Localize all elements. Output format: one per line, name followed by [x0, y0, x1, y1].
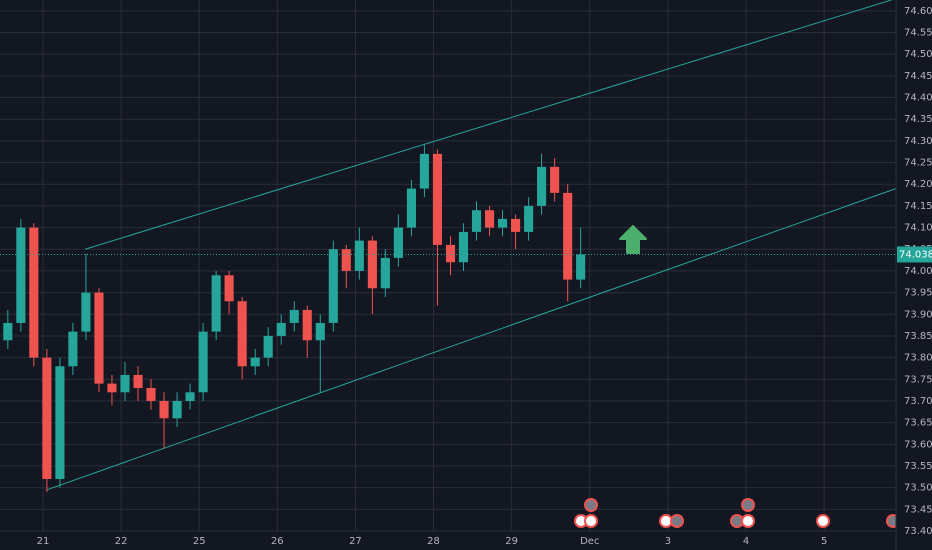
- y-tick-label: 73.800: [904, 353, 932, 364]
- y-tick-label: 73.600: [904, 439, 932, 450]
- candle-body: [55, 366, 65, 479]
- candle-body: [211, 275, 221, 332]
- plot-area: [0, 0, 897, 492]
- candle-body: [159, 400, 169, 419]
- candle-body: [445, 244, 456, 263]
- x-tick-label: 22: [115, 536, 128, 547]
- up-arrow-icon: [619, 225, 647, 254]
- x-tick-label: 3: [665, 536, 671, 547]
- price-axis: [896, 0, 932, 550]
- x-tick-label: 26: [271, 536, 284, 547]
- y-tick-label: 73.400: [904, 526, 932, 537]
- candle-body: [550, 166, 560, 193]
- last-price-box: [897, 246, 932, 263]
- candle-body: [107, 383, 117, 393]
- candle-body: [3, 322, 13, 341]
- candle-body: [198, 331, 208, 393]
- candle-body: [29, 227, 39, 358]
- y-tick-label: 74.100: [904, 223, 932, 234]
- candle-body: [133, 374, 143, 388]
- x-tick-label: 27: [349, 536, 362, 547]
- y-tick-label: 73.900: [904, 309, 932, 320]
- candle-body: [68, 331, 78, 367]
- candle-body: [471, 210, 482, 232]
- candle-body: [185, 392, 195, 401]
- y-tick-label: 74.300: [904, 136, 932, 147]
- y-tick-label: 74.500: [904, 49, 932, 60]
- x-tick-label: 29: [505, 536, 518, 547]
- event-icon[interactable]: [584, 514, 598, 528]
- y-tick-label: 73.750: [904, 374, 932, 385]
- trendline: [46, 188, 897, 491]
- x-tick-label: 5: [821, 536, 827, 547]
- candle-body: [497, 218, 508, 228]
- y-tick-label: 73.450: [904, 504, 932, 515]
- x-tick-label: 28: [427, 536, 440, 547]
- y-tick-label: 74.400: [904, 93, 932, 104]
- candle-body: [146, 387, 156, 401]
- last-price-label: 74.038: [899, 249, 932, 260]
- axis-labels: 73.400 73.450 73.500 73.550 73.600 73.650 73.7…: [37, 6, 932, 547]
- y-tick-label: 74.200: [904, 179, 932, 190]
- y-tick-label: 74.000: [904, 266, 932, 277]
- y-tick-label: 73.500: [904, 483, 932, 494]
- trendline: [84, 0, 892, 250]
- candle-body: [42, 357, 52, 479]
- candle-body: [354, 240, 364, 271]
- candle-body: [341, 249, 351, 271]
- candle-body: [406, 188, 416, 228]
- candle-body: [328, 249, 338, 323]
- candle-body: [81, 292, 91, 332]
- candle-body: [432, 153, 443, 245]
- candle-body: [263, 335, 273, 358]
- x-tick-label: Dec: [580, 536, 599, 547]
- y-tick-label: 73.850: [904, 331, 932, 342]
- candle-body: [250, 357, 260, 367]
- candle-body: [367, 240, 377, 289]
- candle-body: [576, 254, 586, 280]
- x-tick-label: 25: [193, 536, 206, 547]
- candle-body: [563, 192, 573, 280]
- candle-body: [419, 153, 429, 189]
- y-tick-label: 73.550: [904, 461, 932, 472]
- candle-body: [237, 301, 247, 367]
- candle-body: [511, 218, 521, 232]
- candle-body: [172, 400, 182, 419]
- candle-body: [315, 322, 325, 341]
- event-icon[interactable]: [670, 514, 684, 528]
- candle-body: [224, 275, 234, 302]
- x-tick-label: 4: [743, 536, 749, 547]
- event-icon[interactable]: [741, 498, 755, 512]
- event-icon[interactable]: [741, 514, 755, 528]
- candle-body: [94, 292, 104, 384]
- y-tick-label: 74.250: [904, 158, 932, 169]
- event-icon[interactable]: [816, 514, 830, 528]
- candle-body: [276, 322, 286, 336]
- y-tick-label: 74.600: [904, 6, 932, 17]
- candle-body: [524, 205, 534, 232]
- candle-body: [380, 257, 390, 289]
- y-tick-label: 73.950: [904, 288, 932, 299]
- candle-body: [120, 374, 130, 393]
- candle-body: [458, 231, 469, 263]
- candle-body: [289, 309, 299, 323]
- x-tick-label: 21: [37, 536, 50, 547]
- event-icon[interactable]: [584, 498, 598, 512]
- y-tick-label: 73.650: [904, 418, 932, 429]
- candle-body: [485, 210, 495, 228]
- candle-body: [302, 309, 312, 341]
- y-tick-label: 74.350: [904, 114, 932, 125]
- y-tick-label: 73.700: [904, 396, 932, 407]
- y-tick-label: 74.150: [904, 201, 932, 212]
- y-tick-label: 74.450: [904, 71, 932, 82]
- y-tick-label: 74.550: [904, 28, 932, 39]
- event-icons: [574, 498, 900, 528]
- candle-body: [537, 166, 547, 206]
- candle-body: [16, 227, 26, 323]
- time-axis: [0, 531, 896, 550]
- candle-body: [393, 227, 403, 258]
